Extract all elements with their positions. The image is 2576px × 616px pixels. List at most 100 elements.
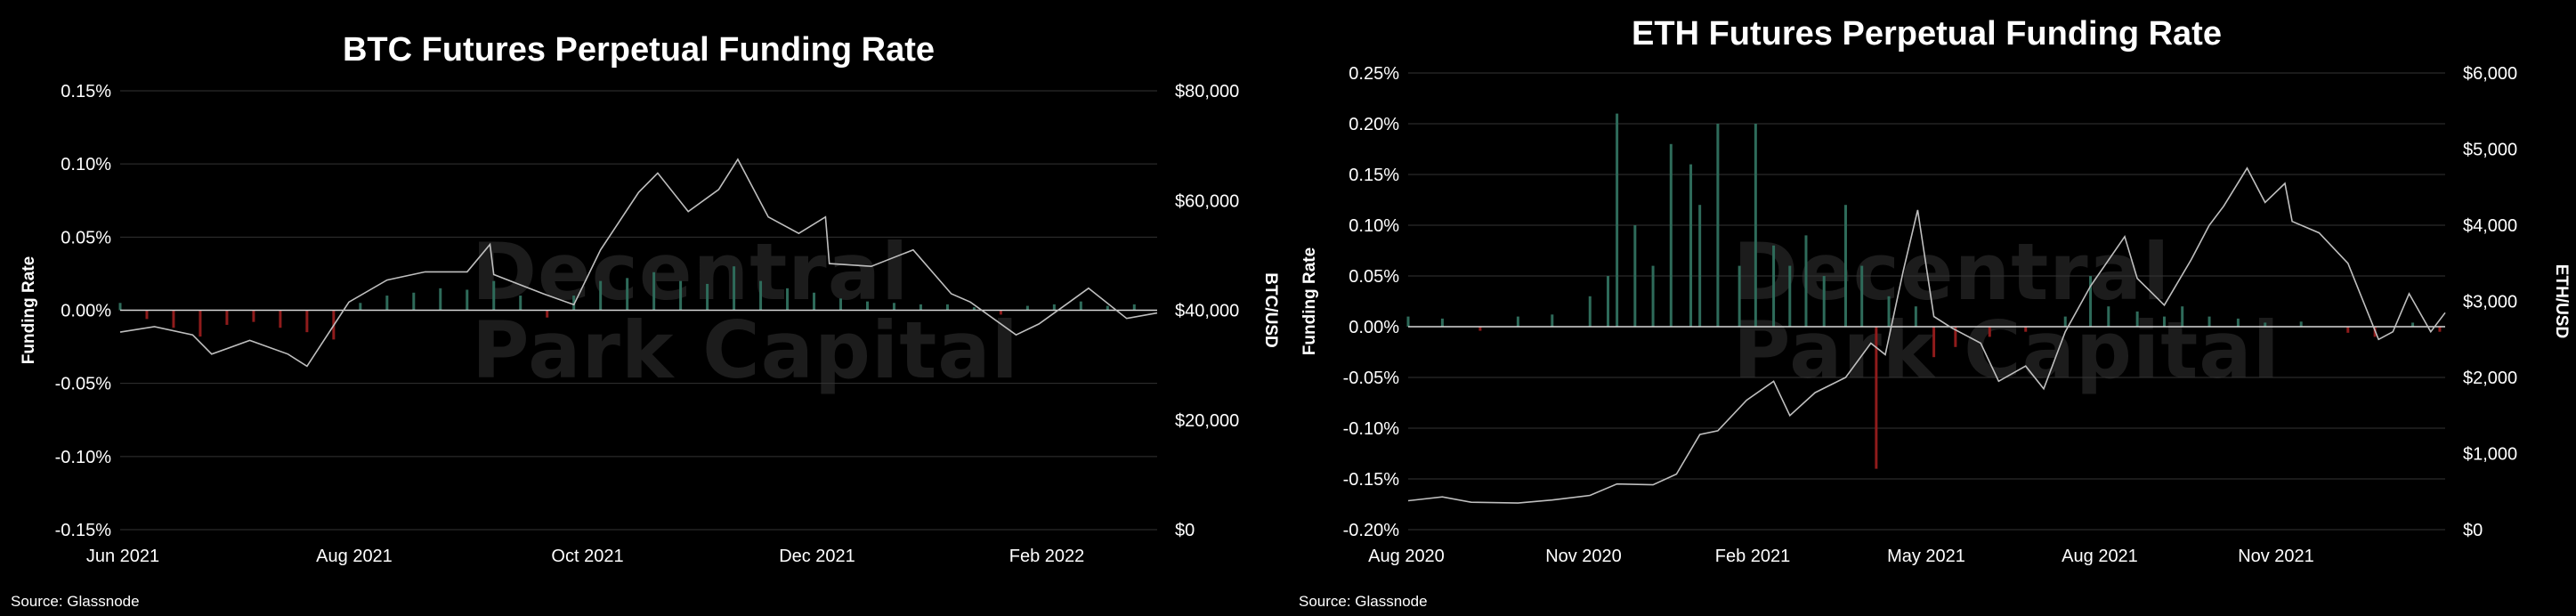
- funding-rate-bar: [1052, 304, 1056, 311]
- funding-rate-bar: [1551, 314, 1554, 327]
- funding-rate-bar: [2135, 311, 2139, 327]
- y-tick-label: -0.20%: [1343, 521, 1400, 540]
- funding-rate-bar: [1106, 305, 1109, 311]
- funding-rate-bar: [519, 296, 522, 311]
- funding-rate-bar: [1406, 316, 1410, 327]
- funding-rate-bar: [572, 296, 576, 311]
- funding-rate-bar: [172, 310, 175, 328]
- funding-rate-bar: [439, 288, 442, 311]
- price-line: [119, 158, 1158, 368]
- funding-rate-bar: [1887, 296, 1891, 327]
- funding-rate-bar: [786, 288, 790, 311]
- funding-rate-bar: [706, 283, 709, 311]
- funding-rate-bar: [945, 304, 949, 311]
- y2-tick-label: $2,000: [2463, 369, 2517, 388]
- funding-rate-bar: [759, 280, 763, 311]
- funding-rate-bar: [626, 278, 629, 311]
- funding-rate-bar: [2089, 276, 2093, 327]
- funding-rate-bar: [1607, 276, 1610, 327]
- funding-rate-bar: [305, 310, 309, 333]
- funding-rate-bar: [599, 280, 603, 311]
- funding-rate-bar: [145, 310, 149, 320]
- y2-tick-label: $6,000: [2463, 64, 2517, 84]
- funding-rate-bar: [118, 303, 122, 311]
- funding-rate-bar: [225, 310, 229, 325]
- funding-rate-bar: [1932, 327, 1936, 358]
- source-note: Source: Glassnode: [1299, 593, 1428, 610]
- x-tick-label: Oct 2021: [551, 547, 623, 566]
- funding-rate-bar: [279, 310, 282, 328]
- funding-rate-bar: [813, 292, 816, 311]
- y-tick-label: -0.15%: [55, 521, 112, 540]
- y-tick-label: 0.25%: [1349, 64, 1399, 84]
- btc-chart-panel: Decentral Park Capital BTC Futures Perpe…: [11, 31, 1280, 610]
- y2-axis-label: BTC/USD: [1261, 272, 1280, 347]
- funding-rate-bar: [2438, 327, 2442, 332]
- funding-rate-bar: [1772, 245, 1776, 327]
- funding-rate-bar: [1025, 305, 1029, 311]
- funding-rate-bar: [2207, 316, 2211, 327]
- y-tick-label: -0.15%: [1343, 470, 1400, 490]
- y2-tick-label: $5,000: [2463, 141, 2517, 160]
- y2-tick-label: $0: [2463, 521, 2483, 540]
- y-tick-label: 0.05%: [1349, 267, 1399, 287]
- funding-rate-bar: [2346, 327, 2350, 333]
- y-tick-label: 0.10%: [1349, 216, 1399, 236]
- watermark-line-1: Decentral: [472, 226, 910, 318]
- source-note: Source: Glassnode: [11, 593, 140, 610]
- x-tick-label: Nov 2021: [2238, 547, 2314, 566]
- funding-rate-bar: [1954, 327, 1957, 347]
- funding-rate-bar: [412, 292, 416, 311]
- funding-rate-bar: [1804, 235, 1808, 327]
- funding-rate-bar: [2236, 318, 2240, 327]
- y2-tick-label: $60,000: [1175, 191, 1239, 211]
- y2-tick-label: $0: [1175, 521, 1195, 540]
- x-tick-label: Jun 2021: [86, 547, 159, 566]
- funding-rate-bar: [2299, 321, 2303, 327]
- x-tick-label: Feb 2021: [1715, 547, 1791, 566]
- y-tick-label: 0.00%: [61, 302, 111, 321]
- y-tick-label: 0.05%: [61, 228, 111, 247]
- funding-rate-bar: [2107, 306, 2110, 327]
- funding-rate-bar: [839, 298, 843, 311]
- funding-rate-bar: [1788, 265, 1792, 327]
- funding-rate-bar: [1875, 327, 1878, 469]
- funding-rate-bar: [1988, 327, 1991, 337]
- funding-rate-bar: [1616, 113, 1619, 327]
- eth-chart: ETH Futures Perpetual Funding Rate 0.25% 0…: [1300, 15, 2571, 566]
- funding-rate-bar: [1738, 265, 1741, 327]
- funding-rate-bar: [1689, 164, 1693, 327]
- funding-rate-bar: [865, 301, 869, 311]
- funding-rate-bar: [1914, 306, 1917, 327]
- y-tick-label: -0.05%: [55, 375, 112, 394]
- funding-rate-bar: [919, 304, 922, 311]
- y-tick-label: 0.10%: [61, 155, 111, 174]
- funding-rate-bar: [1079, 301, 1082, 311]
- watermark-line-2: Park Capital: [472, 304, 1019, 396]
- funding-rate-bar: [2181, 306, 2184, 327]
- y-tick-label: -0.10%: [1343, 419, 1400, 439]
- funding-rate-bar: [466, 289, 469, 311]
- funding-rate-bar: [198, 310, 202, 337]
- funding-rate-bar: [359, 303, 362, 311]
- funding-rate-bar: [2264, 322, 2267, 327]
- y-tick-label: -0.10%: [55, 448, 112, 467]
- funding-rate-bar: [1669, 143, 1673, 327]
- chart-title: BTC Futures Perpetual Funding Rate: [343, 31, 935, 69]
- funding-rate-bar: [1843, 205, 1847, 327]
- y-axis-label: Funding Rate: [20, 256, 38, 364]
- y-tick-label: 0.15%: [61, 82, 111, 101]
- y2-tick-label: $40,000: [1175, 302, 1239, 321]
- funding-rate-bar: [1633, 225, 1637, 327]
- y2-tick-label: $3,000: [2463, 293, 2517, 312]
- x-tick-label: Dec 2021: [779, 547, 855, 566]
- funding-rate-bar: [1822, 276, 1826, 327]
- x-tick-label: Aug 2021: [2062, 547, 2138, 566]
- funding-rate-bar: [492, 280, 496, 311]
- funding-rate-bar: [892, 303, 895, 311]
- funding-rate-bar: [1716, 124, 1720, 327]
- funding-rate-bar: [2411, 322, 2415, 327]
- x-tick-label: Aug 2020: [1368, 547, 1445, 566]
- y-tick-label: 0.15%: [1349, 166, 1399, 185]
- funding-rate-bar: [2162, 316, 2166, 327]
